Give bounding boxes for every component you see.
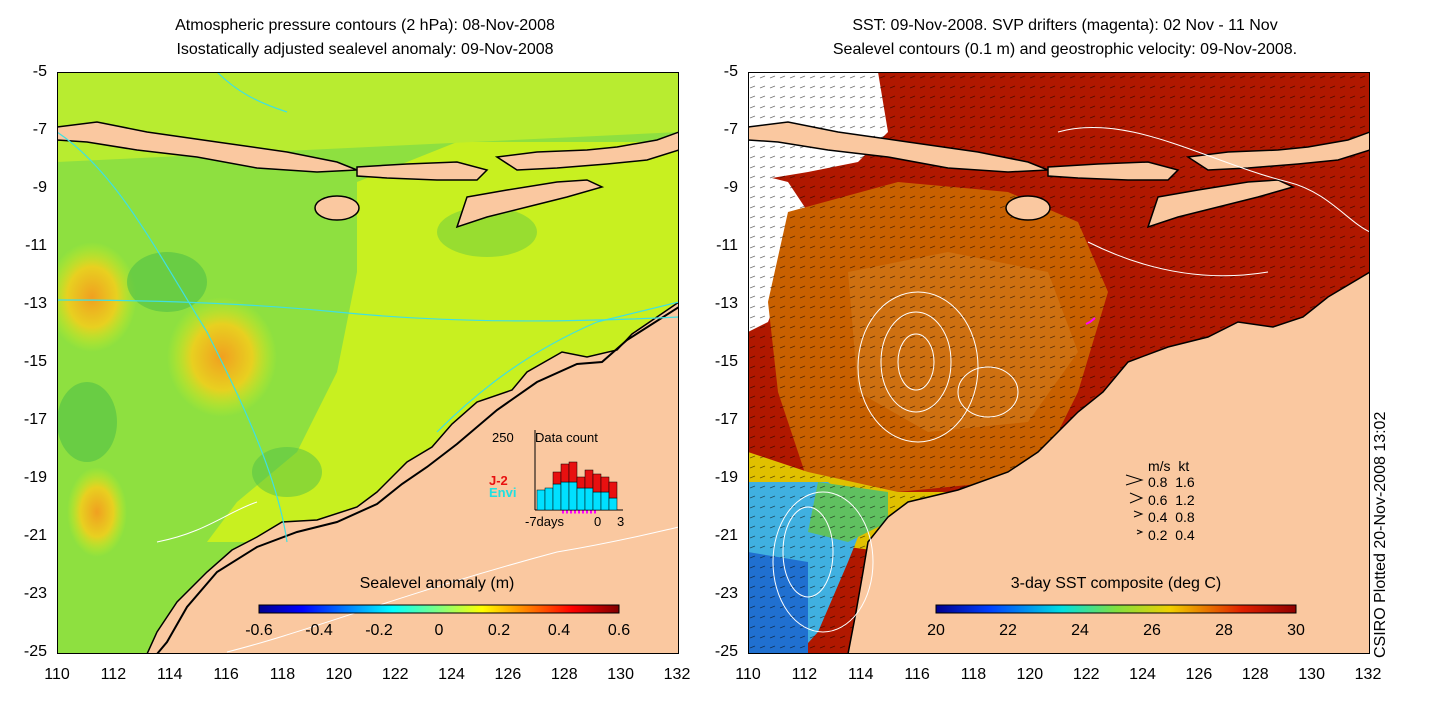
data-count-bars (536, 461, 618, 511)
colorbar-tick-label: 0 (434, 622, 444, 639)
x-tick-label: 118 (960, 666, 987, 683)
x-tick-label: 114 (847, 666, 874, 683)
inset-series-j2: J-2 (489, 473, 508, 488)
y-tick-label: -11 (716, 237, 738, 254)
sealevel-anomaly-map-graphic (57, 72, 679, 654)
x-tick-label: 124 (438, 666, 465, 683)
y-tick-label: -13 (714, 295, 738, 312)
x-tick-label: 110 (735, 666, 761, 683)
colorbar-tick-label: 28 (1215, 622, 1233, 639)
colorbar-tick-label: 22 (999, 622, 1017, 639)
left-panel-frame (57, 72, 679, 654)
y-tick-label: -7 (723, 121, 738, 138)
x-tick-label: 132 (663, 666, 691, 683)
velocity-legend-row: 0.4 0.8 (1148, 509, 1195, 525)
y-tick-label: -9 (723, 179, 738, 196)
x-tick-label: 124 (1129, 666, 1156, 683)
x-tick-label: 126 (494, 666, 522, 683)
right-colorbar-label: 3-day SST composite (deg C) (1010, 575, 1222, 592)
x-tick-label: 128 (1241, 666, 1269, 683)
colorbar-tick-label: 0.6 (607, 622, 631, 639)
colorbar-tick-label: -0.2 (365, 622, 393, 639)
y-tick-label: -15 (23, 353, 47, 370)
inset-series-envi: Envi (489, 485, 517, 500)
x-tick-label: 110 (44, 666, 70, 683)
velocity-legend-row: 0.6 1.2 (1148, 492, 1195, 508)
x-tick-label: 122 (1072, 666, 1100, 683)
inset-x-left: -7days (525, 514, 565, 529)
inset-title: Data count (535, 430, 598, 445)
x-tick-label: 130 (1298, 666, 1325, 683)
colorbar-tick-label: 30 (1287, 622, 1305, 639)
left-colorbar-ticks: -0.6 -0.4 -0.2 0 0.2 0.4 0.6 (245, 622, 630, 642)
y-tick-label: -21 (714, 527, 738, 544)
velocity-legend-header: m/s kt (1148, 458, 1190, 474)
y-tick-label: -13 (23, 295, 47, 312)
inset-max-label: 250 (492, 430, 514, 445)
sealevel-anomaly-map: 250 Data count J-2 Envi -7days 0 3 Seale… (57, 72, 679, 654)
y-tick-label: -17 (714, 411, 738, 428)
x-tick-label: 126 (1185, 666, 1213, 683)
x-tick-label: 132 (1354, 666, 1382, 683)
inset-x-right: 3 (617, 514, 625, 529)
left-colorbar-label: Sealevel anomaly (m) (359, 575, 515, 592)
left-title-line1: Atmospheric pressure contours (2 hPa): 0… (175, 17, 555, 34)
x-tick-label: 120 (1016, 666, 1044, 683)
y-tick-label: -23 (714, 585, 738, 602)
x-tick-label: 112 (100, 666, 127, 683)
x-tick-label: 122 (381, 666, 409, 683)
velocity-legend-arrows (1125, 474, 1144, 535)
x-tick-label: 118 (269, 666, 296, 683)
y-tick-label: -25 (23, 643, 47, 660)
x-tick-label: 130 (607, 666, 634, 683)
x-tick-label: 116 (213, 666, 239, 683)
x-tick-label: 116 (904, 666, 930, 683)
x-tick-label: 120 (325, 666, 353, 683)
x-tick-label: 112 (791, 666, 818, 683)
sst-map: m/s kt 0.8 1.6 0.6 1.2 0.4 0.8 0.2 0.4 3… (748, 72, 1370, 654)
colorbar-tick-label: -0.4 (305, 622, 333, 639)
y-tick-label: -19 (714, 469, 738, 486)
y-tick-label: -9 (32, 179, 47, 196)
colorbar-tick-label: -0.6 (245, 622, 273, 639)
colorbar-tick-label: 0.4 (547, 622, 571, 639)
inset-x-mid: 0 (594, 514, 602, 529)
right-title-line2: Sealevel contours (0.1 m) and geostrophi… (832, 41, 1298, 58)
y-tick-label: -5 (32, 63, 47, 80)
colorbar-tick-label: 0.2 (487, 622, 511, 639)
colorbar-tick-label: 20 (927, 622, 945, 639)
y-tick-label: -15 (714, 353, 738, 370)
sst-map-graphic (748, 72, 1370, 654)
y-tick-label: -25 (714, 643, 738, 660)
y-tick-label: -11 (25, 237, 47, 254)
velocity-legend-row: 0.8 1.6 (1148, 474, 1195, 490)
y-tick-label: -7 (32, 121, 47, 138)
y-tick-label: -19 (23, 469, 47, 486)
y-tick-label: -21 (23, 527, 47, 544)
velocity-legend-row: 0.2 0.4 (1148, 527, 1195, 543)
right-colorbar-ticks: 20 22 24 26 28 30 (927, 622, 1305, 642)
colorbar-tick-label: 24 (1071, 622, 1089, 639)
left-title-line2: Isostatically adjusted sealevel anomaly:… (176, 41, 554, 58)
right-panel-frame (748, 72, 1370, 654)
plot-credit: CSIRO Plotted 20-Nov-2008 13:02 (1372, 411, 1389, 658)
x-tick-label: 128 (550, 666, 578, 683)
y-tick-label: -5 (723, 63, 738, 80)
y-tick-label: -23 (23, 585, 47, 602)
y-tick-label: -17 (23, 411, 47, 428)
right-title-line1: SST: 09-Nov-2008. SVP drifters (magenta)… (852, 17, 1278, 34)
colorbar-tick-label: 26 (1143, 622, 1161, 639)
x-tick-label: 114 (156, 666, 183, 683)
